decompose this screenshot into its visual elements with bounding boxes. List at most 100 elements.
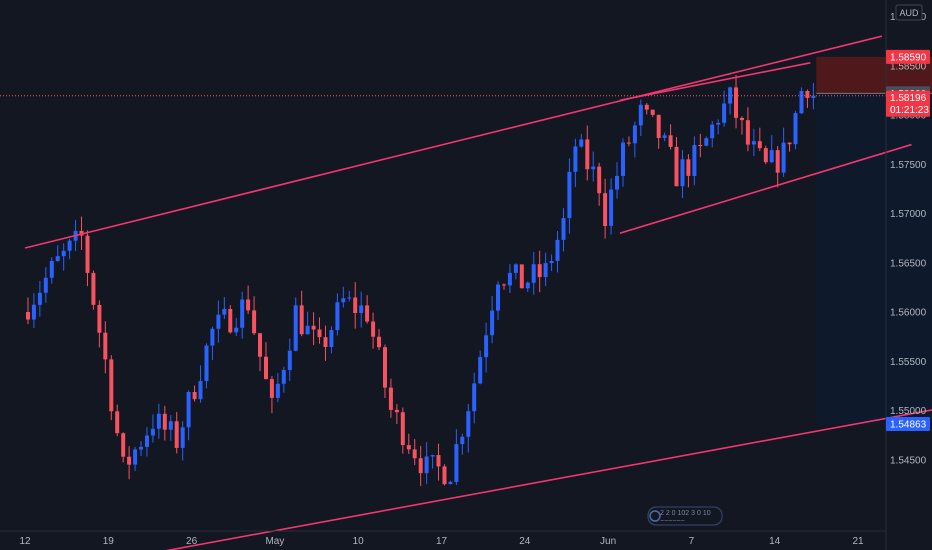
trendlines[interactable] xyxy=(24,35,932,550)
candle xyxy=(543,252,548,287)
candle xyxy=(472,372,477,424)
candle xyxy=(43,267,48,303)
candle xyxy=(133,446,138,472)
y-tick-label: 1.56500 xyxy=(890,258,927,269)
candle xyxy=(454,429,459,485)
candle xyxy=(698,133,703,158)
candle xyxy=(680,150,685,199)
y-tick-label: 1.54500 xyxy=(890,455,927,466)
candle xyxy=(406,433,411,455)
candle xyxy=(573,138,578,187)
candle xyxy=(674,136,679,187)
candle xyxy=(609,178,614,235)
candle xyxy=(430,454,435,469)
candle xyxy=(787,142,792,152)
candle xyxy=(139,441,143,457)
svg-text:1.58590: 1.58590 xyxy=(890,52,927,63)
plot-area[interactable] xyxy=(0,35,932,550)
candle xyxy=(490,296,495,344)
candle xyxy=(638,99,643,137)
candle xyxy=(103,321,108,374)
candle xyxy=(222,297,227,319)
candle xyxy=(644,103,649,115)
candle xyxy=(353,281,358,329)
candle xyxy=(388,378,393,418)
candle xyxy=(525,281,530,292)
stop-price-badge: 1.58590 xyxy=(886,49,930,64)
candle xyxy=(299,290,304,337)
candle xyxy=(597,162,602,206)
candle xyxy=(603,178,608,239)
candle xyxy=(478,350,483,385)
candle xyxy=(341,286,346,308)
x-tick-label: 26 xyxy=(186,536,198,547)
candle xyxy=(180,421,185,461)
currency-label-box xyxy=(895,4,923,21)
candle xyxy=(460,433,465,455)
candle xyxy=(442,464,447,486)
y-tick-label: 1.58500 xyxy=(890,61,927,72)
take-profit-zone[interactable] xyxy=(816,93,932,424)
trendline-upper-channel[interactable] xyxy=(24,35,882,249)
candle xyxy=(150,414,155,443)
candle xyxy=(287,338,292,382)
currency-label-text: AUD xyxy=(899,8,919,18)
candle xyxy=(668,124,673,150)
candle xyxy=(85,230,90,287)
candle xyxy=(156,403,161,439)
candle xyxy=(281,366,286,393)
candle xyxy=(484,322,489,373)
candle xyxy=(174,412,179,454)
candle xyxy=(329,326,334,354)
x-tick-label: 12 xyxy=(19,536,31,547)
candle xyxy=(305,311,310,335)
candle xyxy=(496,281,500,321)
svg-text:~~~~~~: ~~~~~~ xyxy=(660,518,685,525)
time-axis[interactable]: 12 19 26 May 10 17 24 Jun 7 14 21 xyxy=(19,536,864,547)
x-tick-label: 10 xyxy=(353,536,365,547)
candle xyxy=(716,119,721,135)
candle xyxy=(198,365,203,403)
candle xyxy=(513,263,518,280)
candle xyxy=(751,128,756,156)
candle xyxy=(91,270,96,310)
candle xyxy=(555,230,560,273)
candle xyxy=(728,86,733,115)
x-tick-label: 14 xyxy=(769,536,781,547)
candle xyxy=(686,154,691,188)
candle xyxy=(252,296,257,336)
x-tick-label: 24 xyxy=(519,536,531,547)
trendline-wedge-lower[interactable] xyxy=(619,143,912,234)
candle xyxy=(466,404,471,453)
candle xyxy=(591,151,596,182)
candle xyxy=(168,415,173,441)
candle xyxy=(240,291,245,339)
candle xyxy=(585,125,590,181)
candle xyxy=(258,333,262,372)
candle xyxy=(121,432,126,463)
candle xyxy=(656,114,661,149)
candle xyxy=(448,480,453,485)
candle xyxy=(621,138,625,187)
y-tick-label: 1.57500 xyxy=(890,160,927,171)
candle xyxy=(769,135,774,164)
candle xyxy=(246,285,251,315)
candle xyxy=(311,312,316,346)
candle xyxy=(531,251,536,295)
trendline-wedge-upper[interactable] xyxy=(619,62,811,102)
y-tick-label: 1.55000 xyxy=(890,406,927,417)
candle xyxy=(37,280,42,317)
candle xyxy=(26,297,30,325)
trendline-lower-channel[interactable] xyxy=(61,402,932,550)
candle xyxy=(710,121,715,148)
candle xyxy=(264,342,268,380)
y-tick-label: 1.56000 xyxy=(890,308,927,319)
currency-label[interactable]: AUD xyxy=(895,4,923,21)
svg-text:1.54863: 1.54863 xyxy=(890,420,927,431)
candle xyxy=(394,404,399,425)
candle xyxy=(757,127,762,152)
candle xyxy=(127,446,132,480)
